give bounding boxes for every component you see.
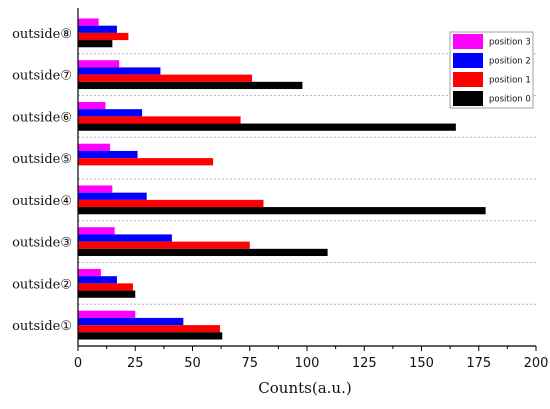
x-tick-label: 50 — [184, 356, 201, 371]
x-tick-label: 125 — [352, 356, 377, 371]
bar-position-0-2 — [78, 290, 136, 298]
legend-swatch — [453, 34, 483, 49]
bar-position-3-7 — [78, 60, 120, 68]
bars-group — [78, 18, 486, 340]
x-tick-label: 175 — [466, 356, 491, 371]
bar-position-2-2 — [78, 276, 117, 284]
category-label: outside⑧ — [12, 27, 72, 42]
category-label: outside② — [12, 277, 72, 292]
bar-position-2-4 — [78, 192, 147, 200]
category-label: outside⑥ — [12, 110, 72, 125]
legend-swatch — [453, 72, 483, 87]
bar-position-1-2 — [78, 283, 133, 291]
category-label: outside④ — [12, 194, 72, 209]
bar-position-0-6 — [78, 123, 456, 131]
bar-position-3-5 — [78, 143, 111, 151]
category-label: outside③ — [12, 236, 72, 251]
bar-position-0-1 — [78, 332, 223, 340]
bar-position-2-5 — [78, 150, 138, 159]
bar-position-3-8 — [78, 18, 99, 26]
x-tick-label: 75 — [241, 356, 258, 371]
bar-position-1-3 — [78, 241, 250, 249]
bar-position-0-7 — [78, 81, 303, 90]
bar-position-1-4 — [78, 199, 264, 208]
category-label: outside① — [12, 319, 72, 334]
category-label: outside⑦ — [12, 69, 72, 84]
bar-position-3-1 — [78, 310, 136, 318]
x-tick-label: 25 — [127, 356, 144, 371]
x-tick-label: 150 — [409, 356, 434, 371]
x-tick-label: 200 — [524, 356, 549, 371]
bar-position-3-4 — [78, 185, 113, 193]
category-label: outside⑤ — [12, 152, 72, 167]
bar-position-0-4 — [78, 207, 486, 215]
bar-position-1-5 — [78, 158, 214, 166]
bar-position-2-3 — [78, 234, 172, 242]
bar-position-2-8 — [78, 25, 117, 33]
bar-position-3-6 — [78, 101, 106, 110]
x-tick-label: 0 — [74, 356, 82, 371]
bar-position-3-2 — [78, 268, 101, 277]
bar-position-0-8 — [78, 40, 113, 48]
x-axis-label: Counts(a.u.) — [258, 379, 351, 397]
legend: position 3 position 2 position 1 position 0 — [449, 31, 534, 109]
x-tick-label: 100 — [295, 356, 320, 371]
legend-label: position 3 — [489, 38, 531, 48]
legend-label: position 0 — [489, 95, 531, 105]
bar-position-1-8 — [78, 32, 129, 41]
x-tick-labels: 0 25 50 75 100 125 150 175 200 — [74, 356, 549, 371]
legend-label: position 1 — [489, 76, 531, 86]
bar-position-3-3 — [78, 227, 115, 235]
bar-position-0-3 — [78, 248, 328, 257]
axes — [77, 8, 537, 351]
legend-label: position 2 — [489, 57, 531, 67]
bar-position-1-7 — [78, 74, 253, 82]
bar-position-2-1 — [78, 317, 184, 326]
legend-swatch — [453, 53, 483, 68]
bar-position-1-1 — [78, 325, 220, 333]
grid-lines — [78, 53, 536, 305]
category-labels: outside① outside② outside③ outside④ outside⑤… — [12, 27, 72, 334]
bar-position-2-7 — [78, 67, 161, 75]
bar-position-1-6 — [78, 116, 241, 124]
legend-swatch — [453, 91, 483, 106]
bar-position-2-6 — [78, 109, 143, 117]
